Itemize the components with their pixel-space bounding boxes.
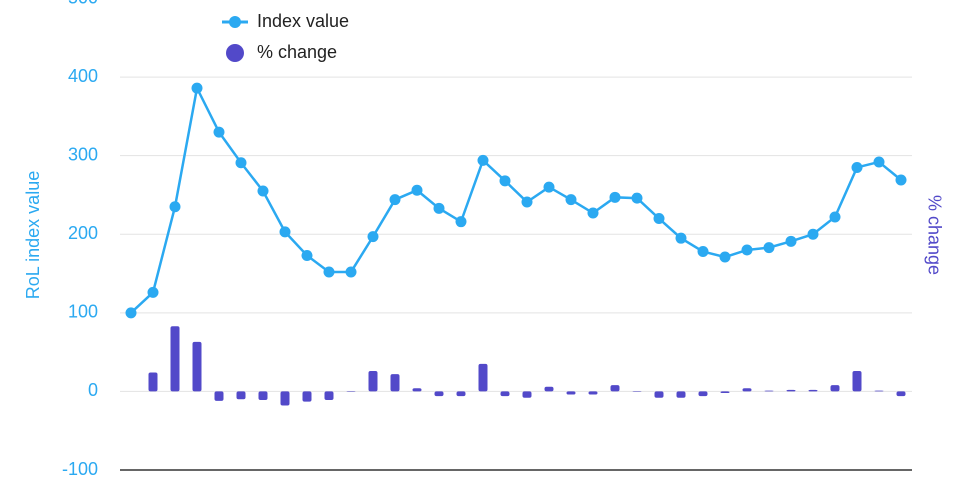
y-axis-label: RoL index value xyxy=(23,171,43,299)
point xyxy=(521,196,533,208)
point xyxy=(829,211,841,223)
bar xyxy=(698,391,708,397)
point xyxy=(455,216,467,228)
point xyxy=(565,194,577,206)
point xyxy=(323,266,335,278)
y-tick-label: 500 xyxy=(68,0,98,7)
bar xyxy=(192,341,202,392)
y-tick-label: 100 xyxy=(68,302,98,322)
bar xyxy=(390,374,400,392)
point xyxy=(411,184,423,196)
point xyxy=(389,194,401,206)
point xyxy=(257,185,269,197)
point xyxy=(851,161,863,173)
point xyxy=(785,235,797,247)
point xyxy=(213,126,225,138)
point xyxy=(191,82,203,94)
point xyxy=(433,202,445,214)
point xyxy=(301,249,313,261)
bar xyxy=(434,391,444,397)
point xyxy=(235,157,247,169)
point xyxy=(587,207,599,219)
bar xyxy=(522,391,532,398)
bar xyxy=(456,391,466,397)
legend-swatch xyxy=(229,16,241,28)
point xyxy=(543,181,555,193)
y-tick-label: 300 xyxy=(68,144,98,164)
point xyxy=(741,244,753,256)
bar xyxy=(654,391,664,398)
bar xyxy=(412,388,422,392)
bar xyxy=(830,385,840,392)
bar xyxy=(324,391,334,401)
point xyxy=(631,192,643,204)
point xyxy=(125,307,137,319)
legend-label: Index value xyxy=(257,11,349,31)
line xyxy=(130,84,902,314)
bar xyxy=(368,370,378,392)
point xyxy=(367,231,379,243)
point xyxy=(609,191,621,203)
bar xyxy=(346,391,356,392)
bar xyxy=(852,370,862,392)
bar xyxy=(786,389,796,392)
y-tick-label: 200 xyxy=(68,223,98,243)
point xyxy=(697,246,709,258)
y-tick-label: 400 xyxy=(68,66,98,86)
y-tick-label: 0 xyxy=(88,380,98,400)
bar xyxy=(676,391,686,398)
bar xyxy=(544,386,554,392)
point xyxy=(169,201,181,213)
bar xyxy=(896,391,906,397)
bar xyxy=(302,391,312,402)
point xyxy=(807,228,819,240)
bar xyxy=(148,372,158,392)
bar xyxy=(236,391,246,400)
bar xyxy=(808,389,818,392)
bar xyxy=(588,391,598,395)
point xyxy=(147,286,159,298)
point xyxy=(279,226,291,238)
point xyxy=(499,175,511,187)
point xyxy=(345,266,357,278)
point xyxy=(477,154,489,166)
point xyxy=(895,174,907,186)
point xyxy=(763,242,775,254)
bar xyxy=(610,385,620,392)
y-tick-label: -100 xyxy=(62,459,98,479)
point xyxy=(719,251,731,263)
point xyxy=(873,156,885,168)
point xyxy=(653,213,665,225)
bar xyxy=(720,391,730,393)
legend-label: % change xyxy=(257,42,337,62)
bar xyxy=(258,391,268,401)
bar xyxy=(500,391,510,397)
bar xyxy=(632,391,642,392)
bar xyxy=(764,390,774,392)
bar xyxy=(478,363,488,392)
y2-axis-label: % change xyxy=(924,195,944,275)
bar xyxy=(742,388,752,392)
legend-swatch xyxy=(226,44,244,62)
point xyxy=(675,232,687,244)
bar xyxy=(874,390,884,392)
bar xyxy=(280,391,290,406)
bar xyxy=(214,391,224,401)
bar xyxy=(566,391,576,395)
bar xyxy=(170,326,180,392)
